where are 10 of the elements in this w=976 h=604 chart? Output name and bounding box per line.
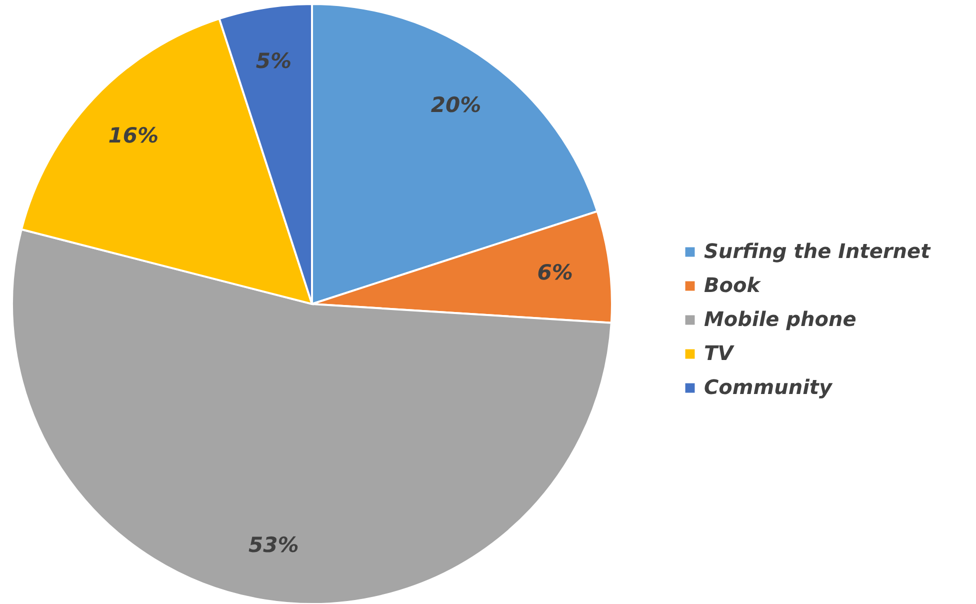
legend-label: Surfing the Internet — [704, 239, 932, 263]
legend-label: Mobile phone — [704, 307, 856, 331]
legend-label: Book — [704, 273, 762, 297]
legend-label: TV — [704, 341, 735, 365]
legend-label: Community — [704, 375, 833, 399]
data-label: 53% — [248, 532, 299, 557]
data-label: 6% — [537, 260, 573, 284]
data-label: 20% — [430, 92, 482, 117]
data-label: 16% — [108, 123, 159, 148]
data-label: 5% — [256, 49, 292, 74]
